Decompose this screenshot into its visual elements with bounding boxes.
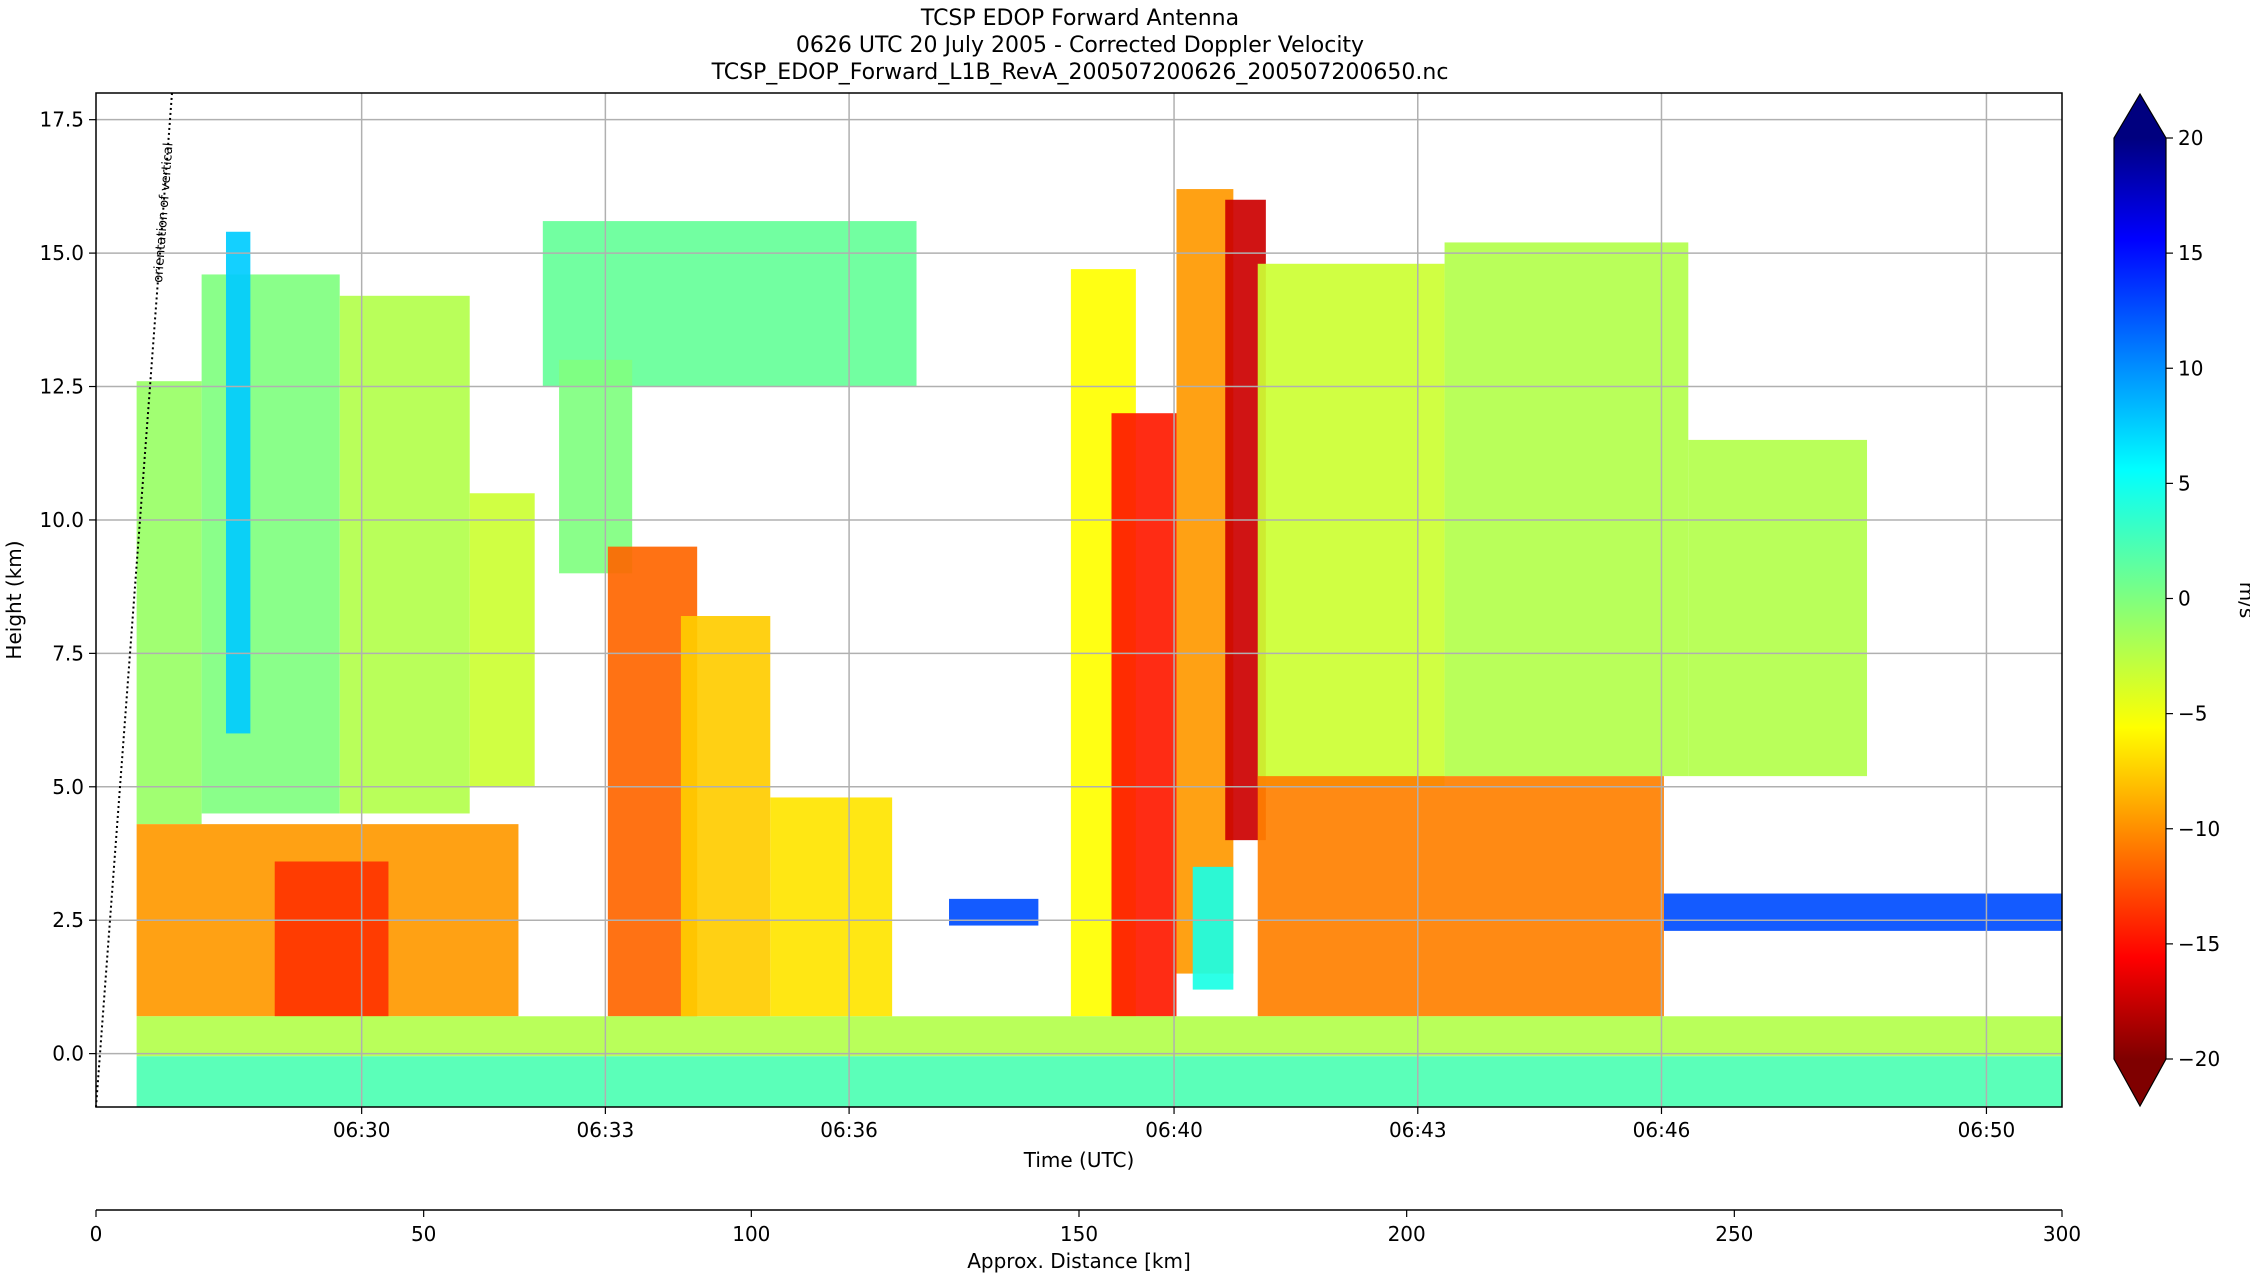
- colorbar-tick-label: −20: [2178, 1047, 2220, 1071]
- y-axis-label: Height (km): [2, 540, 26, 659]
- velocity-cell: [136, 381, 202, 825]
- distance-tick-label: 100: [732, 1222, 770, 1246]
- velocity-cell: [949, 898, 1039, 926]
- velocity-cell: [1111, 413, 1177, 1017]
- colorbar-tick-label: −15: [2178, 932, 2220, 956]
- y-tick-label: 15.0: [39, 241, 84, 265]
- x-tick-label: 06:30: [333, 1118, 391, 1142]
- y-tick-label: 17.5: [39, 108, 84, 132]
- y-axis-ticks: 0.0 2.5 5.0 7.5 10.0 12.5 15.0 17.5: [39, 108, 96, 1066]
- velocity-cell: [1663, 893, 2062, 931]
- velocity-cell: [1192, 866, 1234, 990]
- colorbar-extend-max: [2114, 94, 2166, 138]
- colorbar-tick-label: 15: [2178, 241, 2203, 265]
- distance-axis: 0 50 100 150 200 250 300 Approx. Distance [km]: [90, 1209, 2081, 1273]
- velocity-cell: [1176, 189, 1234, 974]
- distance-tick-label: 150: [1060, 1222, 1098, 1246]
- distance-tick-label: 0: [90, 1222, 103, 1246]
- chart-title-line-2: 0626 UTC 20 July 2005 - Corrected Dopple…: [796, 33, 1364, 58]
- distance-tick-label: 250: [1715, 1222, 1753, 1246]
- colorbar-tick-label: 10: [2178, 356, 2203, 380]
- y-tick-label: 12.5: [39, 375, 84, 399]
- velocity-cell: [1257, 776, 1664, 1017]
- grid: [96, 93, 2062, 1107]
- plot-frame: [95, 92, 2063, 1108]
- y-tick-label: 0.0: [52, 1042, 84, 1066]
- distance-tick-label: 200: [1388, 1222, 1426, 1246]
- distance-axis-ticks: 0 50 100 150 200 250 300: [90, 1210, 2081, 1246]
- y-tick-label: 2.5: [52, 908, 84, 932]
- x-tick-label: 06:50: [1958, 1118, 2016, 1142]
- x-axis-label: Time (UTC): [1023, 1148, 1135, 1172]
- velocity-cell: [1257, 263, 1445, 787]
- velocity-cell: [136, 1056, 2062, 1107]
- x-tick-label: 06:40: [1145, 1118, 1203, 1142]
- velocity-cell: [274, 861, 389, 1017]
- chart-title-line-1: TCSP EDOP Forward Antenna: [920, 6, 1239, 31]
- velocity-cell: [1444, 242, 1689, 777]
- velocity-cell: [680, 616, 771, 1017]
- distance-axis-label: Approx. Distance [km]: [967, 1249, 1191, 1273]
- colorbar-tick-label: 5: [2178, 471, 2191, 495]
- velocity-cell: [770, 797, 893, 1017]
- velocity-cell: [559, 359, 633, 574]
- x-tick-label: 06:43: [1389, 1118, 1447, 1142]
- x-tick-label: 06:46: [1633, 1118, 1691, 1142]
- colorbar: −20 −15 −10 −5 0 5 10 15 20 m/s: [2113, 92, 2250, 1108]
- colorbar-tick-label: −10: [2178, 817, 2220, 841]
- x-tick-label: 06:36: [820, 1118, 878, 1142]
- x-axis-ticks: 06:30 06:33 06:36 06:40 06:43 06:46 06:50: [333, 1107, 2015, 1142]
- y-tick-label: 5.0: [52, 775, 84, 799]
- velocity-cell: [469, 493, 535, 787]
- colorbar-tick-label: 0: [2178, 587, 2191, 611]
- distance-tick-label: 50: [411, 1222, 436, 1246]
- x-tick-label: 06:33: [577, 1118, 635, 1142]
- colorbar-tick-label: −5: [2178, 702, 2207, 726]
- colorbar-ticks: −20 −15 −10 −5 0 5 10 15 20: [2166, 126, 2220, 1071]
- colorbar-extend-min: [2114, 1059, 2166, 1106]
- distance-tick-label: 300: [2043, 1222, 2081, 1246]
- velocity-cell: [225, 231, 251, 734]
- velocity-cell: [201, 274, 340, 814]
- colorbar-body: [2114, 138, 2166, 1059]
- colorbar-tick-label: 20: [2178, 126, 2203, 150]
- y-tick-label: 7.5: [52, 641, 84, 665]
- velocity-cell: [1688, 439, 1868, 777]
- y-tick-label: 10.0: [39, 508, 84, 532]
- velocity-cell: [136, 1016, 2062, 1057]
- plot-area: orientation of vertical: [95, 92, 2063, 1108]
- velocity-cell: [339, 295, 470, 814]
- chart-title-line-3: TCSP_EDOP_Forward_L1B_RevA_200507200626_…: [711, 60, 1449, 85]
- colorbar-label: m/s: [2235, 582, 2250, 619]
